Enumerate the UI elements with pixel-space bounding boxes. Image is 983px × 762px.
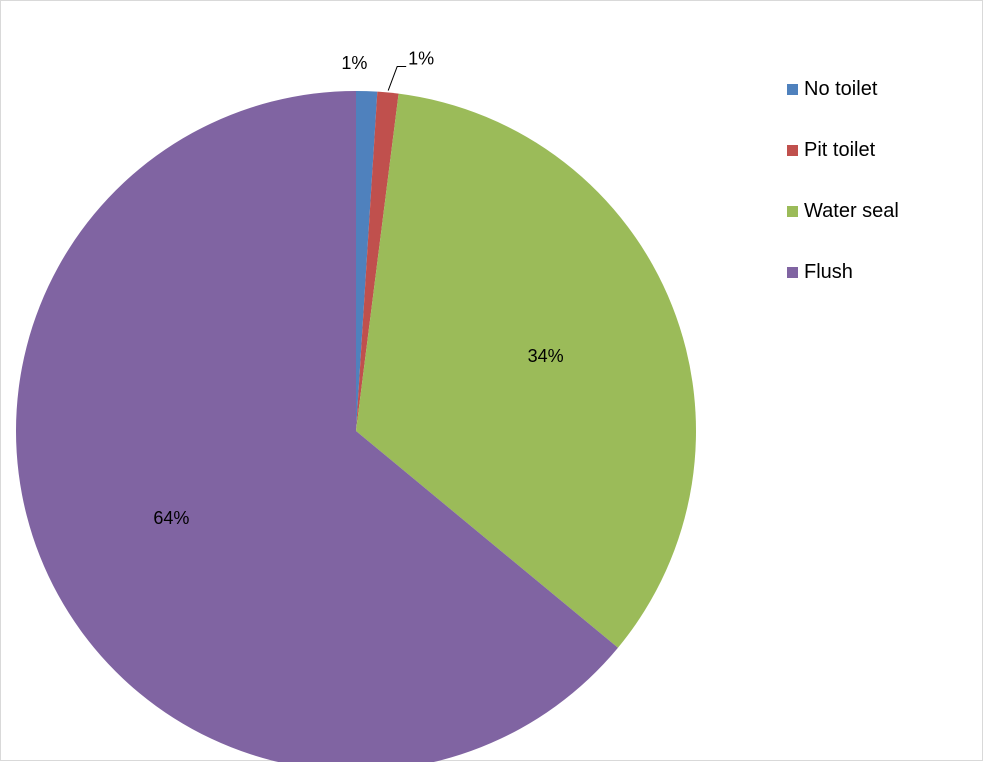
legend-item-flush: Flush (787, 258, 899, 286)
legend: No toilet Pit toilet Water seal Flush (787, 75, 899, 319)
data-label-flush: 64% (153, 508, 189, 528)
legend-item-water-seal: Water seal (787, 197, 899, 225)
legend-swatch-flush (787, 266, 798, 278)
legend-label-pit-toilet: Pit toilet (804, 138, 876, 161)
leader-lines (387, 66, 407, 91)
pie-slice-flush (16, 91, 618, 762)
leader-line-pit-toilet (387, 66, 407, 91)
data-label-pit-toilet: 1% (408, 49, 434, 69)
data-labels: 1% 1% 34% 64% (153, 49, 563, 528)
legend-item-no-toilet: No toilet (787, 75, 899, 103)
pie-slice-pit-toilet (356, 91, 399, 432)
legend-swatch-pit-toilet (787, 144, 798, 156)
legend-swatch-water-seal (787, 205, 798, 217)
pie-slice-no-toilet (356, 91, 378, 431)
legend-item-pit-toilet: Pit toilet (787, 136, 899, 164)
legend-label-flush: Flush (804, 260, 853, 283)
data-label-water-seal: 34% (528, 346, 564, 366)
legend-label-water-seal: Water seal (804, 199, 899, 222)
legend-swatch-no-toilet (787, 83, 798, 95)
pie-slices (16, 91, 697, 762)
pie-slice-water-seal (356, 93, 697, 648)
data-label-no-toilet: 1% (341, 53, 367, 73)
legend-label-no-toilet: No toilet (804, 77, 878, 100)
